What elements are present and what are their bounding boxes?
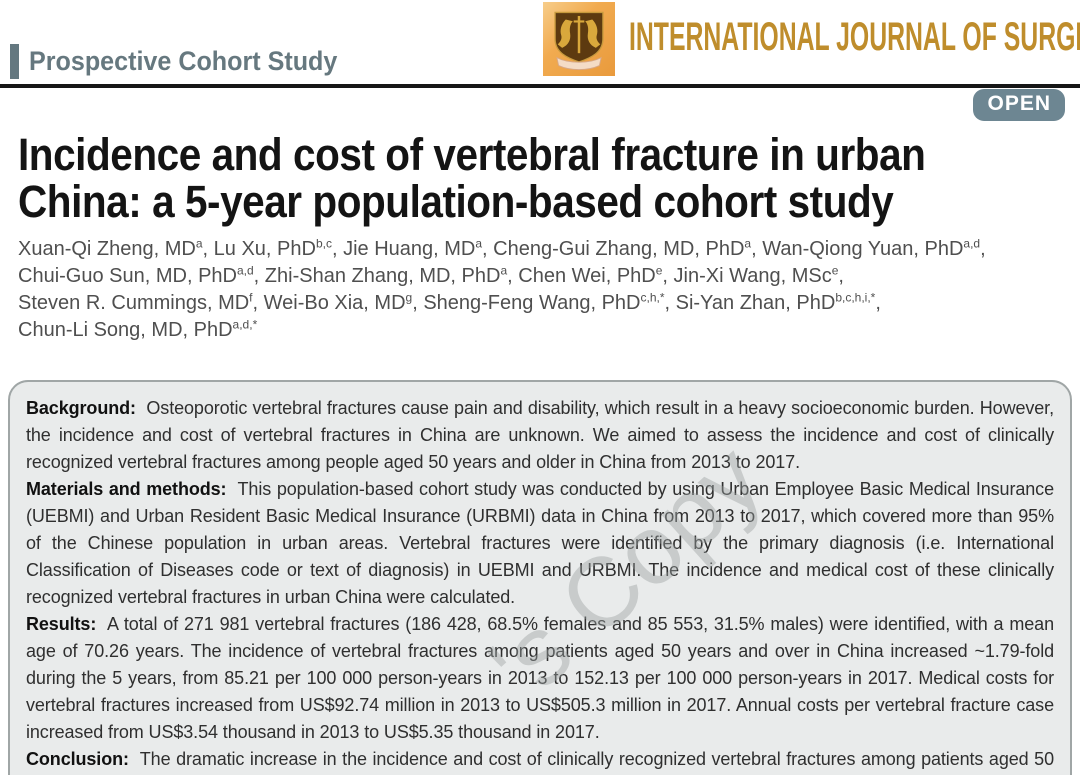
kicker-accent-bar [10, 44, 19, 79]
author-line: Steven R. Cummings, MDf, Wei-Bo Xia, MDg… [18, 289, 881, 314]
open-access-badge: OPEN [973, 89, 1065, 121]
article-title: Incidence and cost of vertebral fracture… [18, 129, 974, 227]
abstract-box: Background: Osteoporotic vertebral fract… [8, 379, 1072, 775]
article-type-kicker: Prospective Cohort Study [10, 44, 361, 79]
article-title-line2: China: a 5-year population-based cohort … [18, 175, 894, 227]
abstract-section: Conclusion: The dramatic increase in the… [26, 748, 1054, 769]
crest-shield-icon [554, 11, 604, 70]
journal-crest-logo [543, 2, 615, 76]
abstract-section: Background: Osteoporotic vertebral fract… [26, 397, 1054, 472]
author-line: Chui-Guo Sun, MD, PhDa,d, Zhi-Shan Zhang… [18, 262, 844, 287]
abstract-sections: Background: Osteoporotic vertebral fract… [26, 395, 1054, 775]
abstract-section: Results: A total of 271 981 vertebral fr… [26, 613, 1054, 742]
journal-name: INTERNATIONAL JOURNAL OF SURGERY [629, 15, 1080, 59]
article-type-label: Prospective Cohort Study [29, 46, 338, 76]
author-line: Chun-Li Song, MD, PhDa,d,* [18, 316, 258, 341]
author-line: Xuan-Qi Zheng, MDa, Lu Xu, PhDb,c, Jie H… [18, 235, 986, 260]
article-title-line1: Incidence and cost of vertebral fracture… [18, 129, 926, 180]
author-lines: Xuan-Qi Zheng, MDa, Lu Xu, PhDb,c, Jie H… [18, 236, 1062, 344]
masthead: Prospective Cohort Study INTERNATIONAL J… [0, 0, 1080, 88]
abstract-section: Materials and methods: This population-b… [26, 478, 1054, 607]
